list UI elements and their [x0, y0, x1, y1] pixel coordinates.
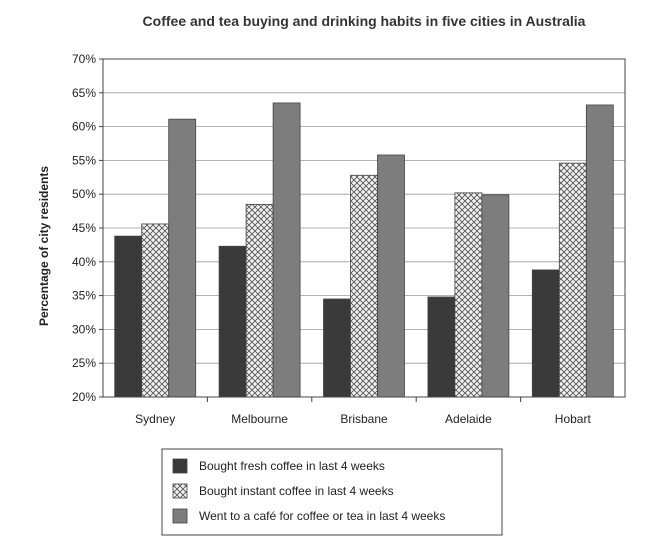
y-axis-label: Percentage of city residents	[37, 166, 51, 326]
y-tick-label: 50%	[72, 187, 96, 201]
bar-sydney-series-1	[114, 235, 143, 398]
chart-title: Coffee and tea buying and drinking habit…	[143, 13, 586, 29]
bar-adelaide-series-2	[454, 192, 483, 398]
legend-label: Bought fresh coffee in last 4 weeks	[199, 459, 385, 473]
y-tick-label: 35%	[72, 289, 96, 303]
bar-melbourne-series-3	[272, 102, 301, 398]
legend-swatch	[172, 508, 188, 524]
bar-hobart-series-2	[558, 162, 587, 398]
legend-label: Went to a café for coffee or tea in last…	[199, 509, 445, 523]
legend-swatch	[172, 483, 188, 499]
y-tick-label: 55%	[72, 153, 96, 167]
y-axis-ticks: 20% 25% 30% 35% 40% 45% 50% 55% 60% 65% 70%	[72, 52, 103, 404]
bar-brisbane-series-2	[350, 174, 378, 398]
legend-label: Bought instant coffee in last 4 weeks	[199, 484, 394, 498]
x-tick-label: Hobart	[555, 412, 592, 426]
y-tick-label: 65%	[72, 86, 96, 100]
y-tick-label: 20%	[72, 390, 96, 404]
y-tick-label: 60%	[72, 120, 96, 134]
y-tick-label: 45%	[72, 221, 96, 235]
bar-brisbane-series-3	[377, 154, 405, 398]
plot-frame	[102, 58, 626, 398]
bar-sydney-series-3	[168, 118, 197, 398]
bar-melbourne-series-1	[218, 245, 247, 398]
bar-brisbane-series-1	[323, 298, 351, 398]
x-axis-ticks: Sydney Melbourne Brisbane Adelaide Hobart	[135, 397, 591, 426]
legend: Bought fresh coffee in last 4 weeks Bough…	[161, 448, 503, 536]
legend-box	[161, 448, 503, 536]
y-tick-label: 40%	[72, 255, 96, 269]
y-tick-label: 70%	[72, 52, 96, 66]
bar-hobart-series-3	[585, 104, 614, 398]
x-tick-label: Brisbane	[340, 412, 388, 426]
bar-hobart-series-1	[531, 269, 560, 398]
y-tick-label: 25%	[72, 356, 96, 370]
x-tick-label: Melbourne	[231, 412, 288, 426]
bar-melbourne-series-2	[245, 203, 274, 398]
bar-adelaide-series-3	[481, 194, 510, 398]
y-tick-label: 30%	[72, 322, 96, 336]
x-tick-label: Adelaide	[445, 412, 492, 426]
bar-adelaide-series-1	[427, 296, 456, 398]
x-tick-label: Sydney	[135, 412, 175, 426]
bar-sydney-series-2	[141, 223, 170, 398]
legend-swatch	[172, 458, 188, 474]
bars	[114, 102, 614, 398]
